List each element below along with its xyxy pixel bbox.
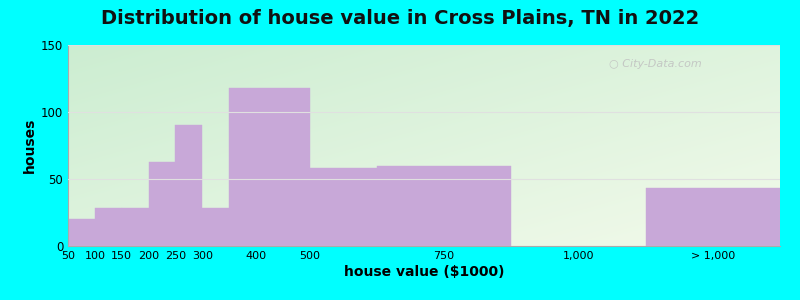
Bar — [68, 219, 95, 246]
Bar — [122, 208, 149, 246]
Bar — [377, 166, 511, 246]
Text: Distribution of house value in Cross Plains, TN in 2022: Distribution of house value in Cross Pla… — [101, 9, 699, 28]
Bar — [95, 208, 122, 246]
Bar — [310, 168, 377, 246]
Bar — [202, 208, 230, 246]
Bar — [646, 188, 780, 246]
X-axis label: house value ($1000): house value ($1000) — [344, 265, 504, 279]
Bar — [175, 125, 202, 246]
Text: ○ City-Data.com: ○ City-Data.com — [609, 59, 702, 69]
Bar — [149, 162, 175, 246]
Y-axis label: houses: houses — [22, 118, 37, 173]
Bar — [230, 88, 310, 246]
